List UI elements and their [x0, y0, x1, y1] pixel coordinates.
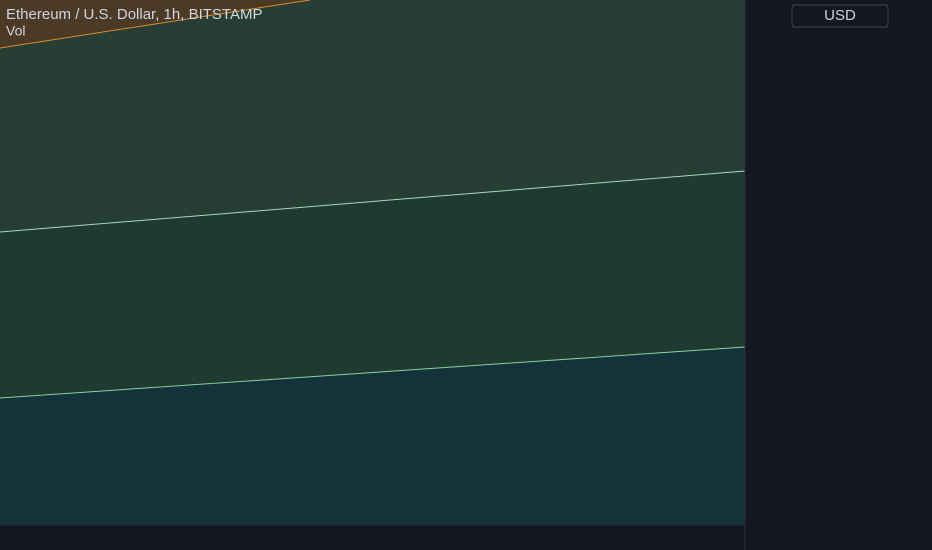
plot-background — [0, 0, 746, 525]
upper-zone — [0, 0, 745, 232]
currency-label[interactable]: USD — [824, 7, 856, 24]
orange-trend-line — [0, 0, 311, 49]
chart-title: Ethereum / U.S. Dollar, 1h, BITSTAMP — [6, 6, 262, 23]
currency-button[interactable] — [791, 4, 889, 28]
volume-label: Vol — [6, 23, 25, 39]
channel-lower-line — [0, 346, 746, 399]
channel-upper-line — [0, 170, 746, 233]
